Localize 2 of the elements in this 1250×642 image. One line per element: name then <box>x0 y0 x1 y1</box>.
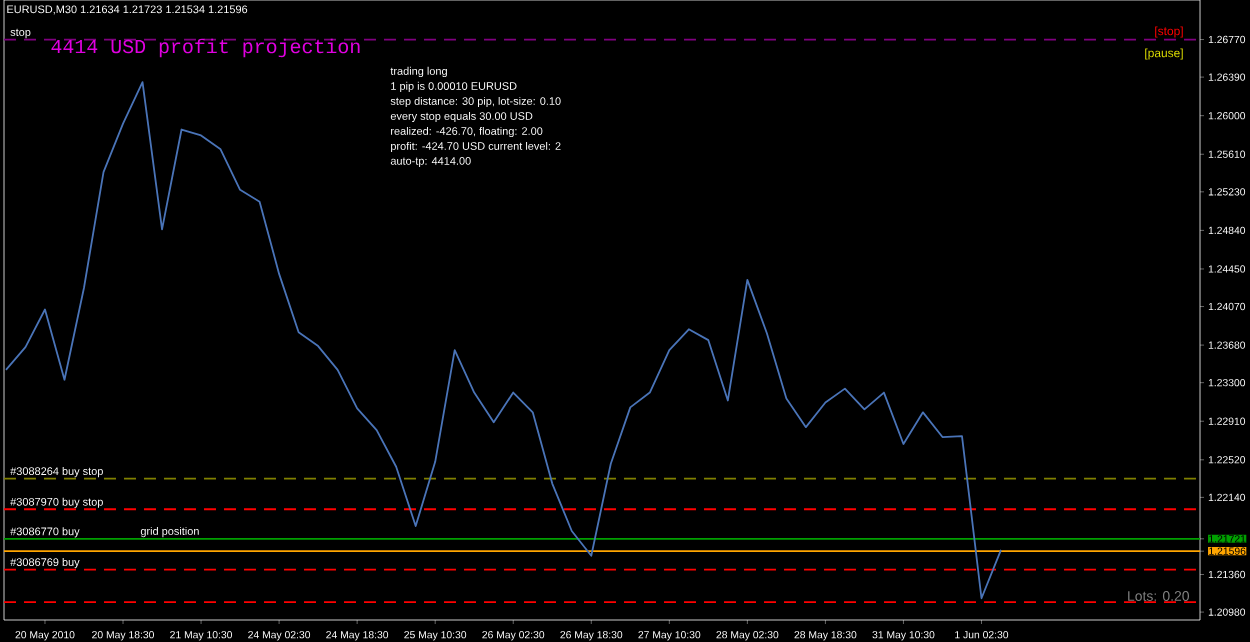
annotation: 4414 USD profit projection <box>51 38 360 58</box>
line-series <box>5 81 1002 600</box>
